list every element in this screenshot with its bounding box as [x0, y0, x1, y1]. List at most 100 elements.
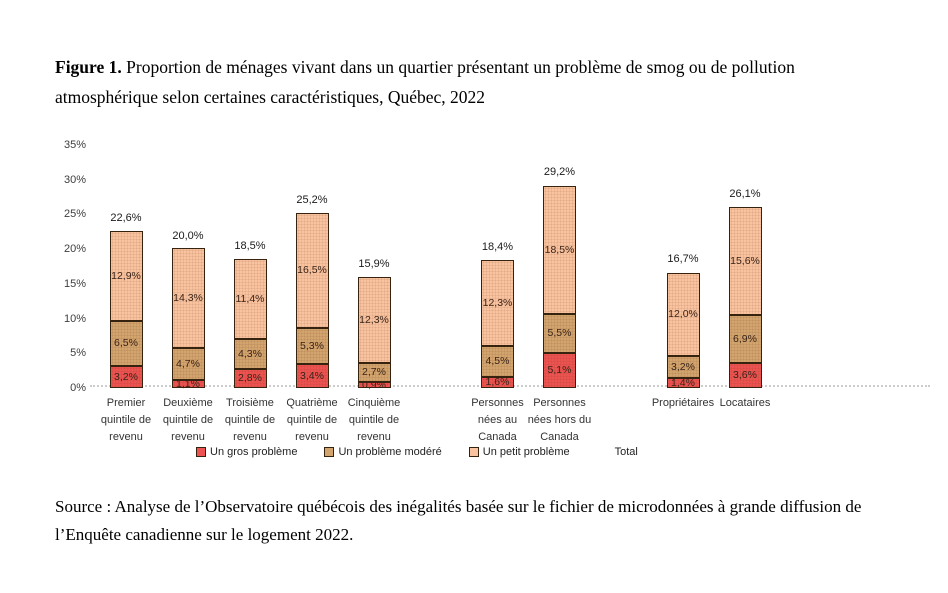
- legend-item: Un gros problème: [196, 446, 297, 458]
- bar-segment: 6,9%: [728, 315, 762, 363]
- bar-segment: 1,1%: [171, 378, 205, 390]
- bar-segment: 5,3%: [295, 327, 329, 365]
- x-axis-label-line: Canada: [478, 431, 517, 443]
- bar-segment: 4,7%: [171, 347, 205, 381]
- x-axis-label-line: quintile de: [224, 414, 276, 426]
- chart-legend: Un gros problème Un problème modéré Un pet…: [196, 446, 638, 458]
- x-axis-label-line: revenu: [233, 431, 267, 443]
- segment-value-label: 3,6%: [733, 369, 757, 382]
- x-axis-label-line: nées hors du: [527, 414, 592, 426]
- bar-segment: 12,3%: [357, 277, 391, 363]
- bar-segment: 12,9%: [109, 230, 143, 321]
- stacked-bar: 3,4% 5,3% 16,5%: [295, 212, 329, 388]
- x-axis-label-line: quintile de: [100, 414, 152, 426]
- segment-value-label: 12,3%: [359, 314, 389, 327]
- x-axis-label-line: Personnes: [471, 397, 524, 409]
- segment-value-label: 0,9%: [362, 378, 386, 391]
- x-axis-label-line: Troisième: [226, 397, 274, 409]
- segment-value-label: 1,6%: [485, 376, 510, 389]
- segment-value-label: 4,7%: [176, 358, 200, 371]
- bar-segment: 3,2%: [109, 365, 143, 388]
- x-axis-category-label: Troisième quintile de revenu: [208, 395, 292, 446]
- legend-label: Un problème modéré: [338, 446, 442, 458]
- bar-segment: 0,9%: [357, 379, 391, 391]
- segment-value-label: 2,7%: [362, 366, 386, 379]
- x-axis-category-label: Locataires: [703, 395, 787, 412]
- bar-segment: 2,7%: [357, 362, 391, 382]
- x-axis-category-label: Quatrième quintile de revenu: [270, 395, 354, 446]
- segment-value-label: 6,5%: [114, 337, 138, 350]
- y-axis-tick-label: 35%: [63, 138, 86, 151]
- bar-total-label: 29,2%: [543, 166, 576, 179]
- x-axis-label-line: Locataires: [719, 397, 771, 409]
- legend-swatch-icon: [196, 447, 206, 457]
- bar-segment: 1,4%: [666, 377, 700, 389]
- segment-value-label: 18,5%: [544, 244, 575, 257]
- bar-segment: 1,6%: [481, 376, 514, 388]
- bar-segment: 4,5%: [481, 345, 514, 377]
- bar-total-label: 26,1%: [729, 187, 761, 200]
- legend-label: Un petit problème: [482, 446, 570, 458]
- x-axis-label-line: Canada: [540, 431, 579, 443]
- segment-value-label: 2,8%: [238, 372, 262, 385]
- segment-value-label: 6,9%: [733, 332, 757, 345]
- bar-segment: 12,0%: [666, 272, 700, 357]
- stacked-bar: 1,1% 4,7% 14,3%: [171, 248, 205, 390]
- segment-value-label: 16,5%: [297, 264, 327, 277]
- segment-value-label: 11,4%: [235, 293, 265, 306]
- bar-segment: 3,6%: [728, 362, 762, 388]
- stacked-bar: 1,6% 4,5% 12,3%: [481, 260, 514, 388]
- bar-segment: 11,4%: [233, 259, 267, 339]
- bar-total-label: 16,7%: [667, 252, 699, 265]
- x-axis-label-line: Deuxième: [163, 397, 213, 409]
- x-axis-label-line: Personnes: [533, 397, 586, 409]
- segment-value-label: 1,1%: [176, 378, 200, 391]
- x-axis-label-line: Cinquième: [347, 397, 401, 409]
- stacked-bar: 0,9% 2,7% 12,3%: [357, 277, 391, 391]
- bar-segment: 5,5%: [543, 314, 576, 353]
- bar-total-label: 15,9%: [358, 258, 390, 271]
- x-axis-label-line: revenu: [295, 431, 329, 443]
- legend-swatch-icon: [324, 447, 335, 457]
- legend-label: Total: [614, 446, 638, 458]
- x-axis-label-line: quintile de: [348, 414, 400, 426]
- x-axis-label-line: quintile de: [286, 414, 338, 426]
- segment-value-label: 5,1%: [547, 364, 572, 377]
- source-note: Source : Analyse de l’Observatoire québé…: [55, 497, 862, 544]
- bar-segment: 4,3%: [233, 338, 267, 369]
- segment-value-label: 3,4%: [300, 370, 324, 383]
- stacked-bar: 1,4% 3,2% 12,0%: [666, 272, 700, 389]
- bar-total-label: 22,6%: [110, 211, 142, 224]
- segment-value-label: 3,2%: [671, 361, 695, 374]
- bar-segment: 15,6%: [728, 206, 762, 316]
- segment-value-label: 12,0%: [668, 308, 698, 321]
- x-axis-label-line: Quatrième: [286, 397, 338, 409]
- stacked-bar: 5,1% 5,5% 18,5%: [543, 185, 576, 388]
- stacked-bar: 3,6% 6,9% 15,6%: [728, 206, 762, 388]
- y-axis-tick-label: 5%: [70, 347, 86, 360]
- x-axis-category-label: Personnes nées au Canada: [456, 395, 540, 446]
- y-axis-tick-label: 15%: [63, 277, 86, 290]
- segment-value-label: 4,3%: [238, 347, 262, 360]
- figure-title-text: Proportion de ménages vivant dans un qua…: [55, 57, 795, 107]
- x-axis-label-line: quintile de: [162, 414, 214, 426]
- x-axis-label-line: Propriétaires: [651, 397, 715, 409]
- segment-value-label: 12,9%: [111, 269, 141, 282]
- segment-value-label: 4,5%: [485, 355, 510, 368]
- bar-segment: 12,3%: [481, 260, 514, 346]
- legend-item-total: Total: [615, 446, 638, 458]
- x-axis-category-label: Premier quintile de revenu: [84, 395, 168, 446]
- y-axis-tick-label: 20%: [63, 243, 86, 255]
- x-axis-category-label: Deuxième quintile de revenu: [146, 395, 230, 446]
- segment-value-label: 3,2%: [114, 370, 138, 383]
- segment-value-label: 15,6%: [730, 254, 760, 267]
- x-axis-label-line: revenu: [171, 431, 205, 443]
- x-axis-label-line: revenu: [357, 431, 391, 443]
- bar-segment: 5,1%: [543, 352, 576, 388]
- bar-segment: 3,4%: [295, 364, 329, 388]
- stacked-bar: 2,8% 4,3% 11,4%: [233, 259, 267, 388]
- y-axis-tick-label: 0%: [70, 382, 86, 394]
- x-axis-category-label: Personnes nées hors du Canada: [518, 395, 602, 446]
- figure-title-prefix: Figure 1.: [55, 57, 122, 77]
